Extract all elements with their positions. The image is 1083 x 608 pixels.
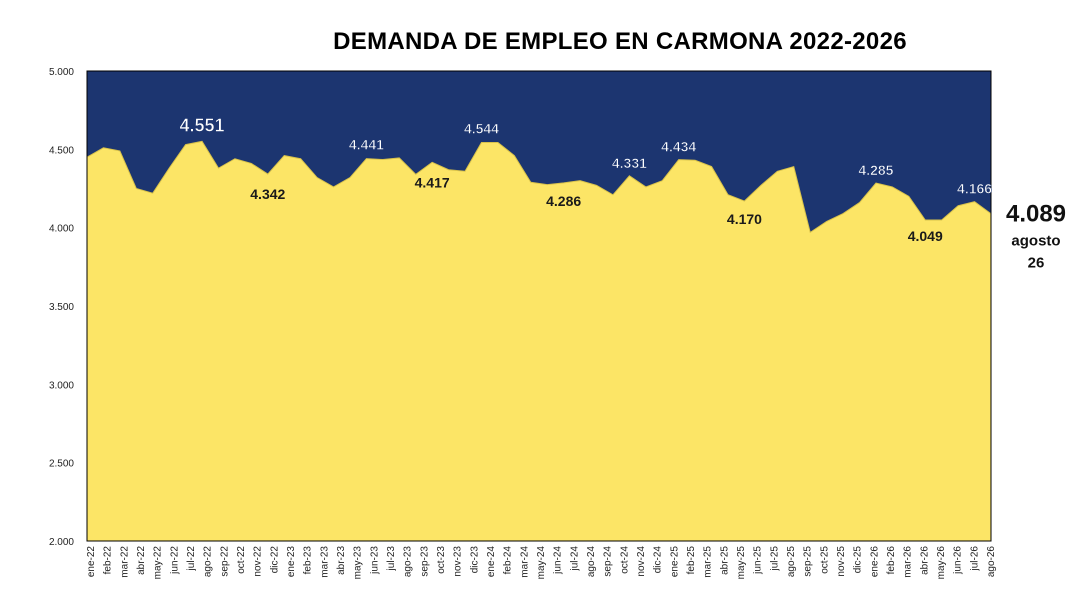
x-tick-label: abr-26 bbox=[919, 546, 930, 575]
x-tick-label: dic-22 bbox=[269, 546, 280, 574]
y-axis: 5.000 4.500 4.000 3.500 3.000 2.500 2.000 bbox=[49, 67, 74, 548]
data-label: 4.166 bbox=[957, 181, 992, 197]
x-tick-label: mar-26 bbox=[903, 546, 914, 578]
x-tick-label: ago-25 bbox=[786, 546, 797, 578]
y-tick-label: 3.500 bbox=[49, 302, 74, 313]
x-tick-label: nov-22 bbox=[253, 546, 264, 577]
x-tick-label: sep-25 bbox=[803, 546, 814, 577]
data-label: 4.331 bbox=[612, 155, 647, 171]
x-tick-label: may-25 bbox=[736, 546, 747, 580]
y-tick-label: 3.000 bbox=[49, 380, 74, 391]
x-tick-label: ene-23 bbox=[286, 546, 297, 578]
x-tick-label: ago-24 bbox=[586, 546, 597, 578]
x-tick-label: abr-25 bbox=[719, 546, 730, 575]
x-tick-label: ene-24 bbox=[486, 546, 497, 578]
x-tick-label: jun-26 bbox=[953, 546, 964, 575]
x-tick-label: oct-23 bbox=[436, 546, 447, 574]
x-tick-label: jun-22 bbox=[169, 546, 180, 575]
x-tick-label: sep-23 bbox=[419, 546, 430, 577]
x-tick-label: ene-22 bbox=[86, 546, 97, 578]
last-value-annotation: 4.089 agosto 26 bbox=[1006, 201, 1066, 272]
x-tick-label: abr-22 bbox=[136, 546, 147, 575]
x-tick-label: ago-22 bbox=[203, 546, 214, 578]
x-tick-label: mar-24 bbox=[519, 546, 530, 578]
x-tick-label: mar-23 bbox=[319, 546, 330, 578]
x-tick-label: nov-24 bbox=[636, 546, 647, 577]
x-tick-label: jul-26 bbox=[969, 546, 980, 572]
data-label: 4.417 bbox=[415, 174, 450, 190]
x-tick-label: jul-22 bbox=[186, 546, 197, 572]
data-label: 4.170 bbox=[727, 211, 762, 227]
data-label: 4.286 bbox=[546, 193, 581, 209]
x-tick-label: mar-25 bbox=[703, 546, 714, 578]
x-tick-label: oct-22 bbox=[236, 546, 247, 574]
x-tick-label: oct-24 bbox=[619, 546, 630, 574]
x-tick-label: mar-22 bbox=[119, 546, 130, 578]
x-tick-label: jul-23 bbox=[386, 546, 397, 572]
data-label: 4.551 bbox=[180, 115, 225, 135]
x-tick-label: feb-25 bbox=[686, 546, 697, 575]
x-tick-label: jun-24 bbox=[553, 546, 564, 575]
y-tick-label: 2.500 bbox=[49, 459, 74, 470]
x-tick-label: may-23 bbox=[353, 546, 364, 580]
y-tick-label: 4.000 bbox=[49, 224, 74, 235]
y-tick-label: 2.000 bbox=[49, 537, 74, 548]
area-fill bbox=[87, 141, 991, 541]
data-label: 4.049 bbox=[908, 228, 943, 244]
data-label: 4.434 bbox=[661, 139, 696, 155]
x-tick-label: oct-25 bbox=[819, 546, 830, 574]
data-label: 4.342 bbox=[250, 186, 285, 202]
x-tick-label: may-22 bbox=[153, 546, 164, 580]
y-tick-label: 4.500 bbox=[49, 145, 74, 156]
x-tick-label: sep-22 bbox=[219, 546, 230, 577]
data-labels: 4.551 4.342 4.441 4.417 4.544 4.286 4.331 4.434… bbox=[179, 115, 992, 244]
x-tick-label: jun-25 bbox=[753, 546, 764, 575]
last-year-label: 26 bbox=[1028, 255, 1045, 272]
x-tick-label: ene-25 bbox=[669, 546, 680, 578]
x-tick-label: dic-24 bbox=[653, 546, 664, 574]
x-tick-label: jul-24 bbox=[569, 546, 580, 572]
x-tick-label: ago-26 bbox=[986, 546, 997, 578]
x-tick-label: dic-23 bbox=[469, 546, 480, 574]
chart-title: DEMANDA DE EMPLEO EN CARMONA 2022-2026 bbox=[333, 28, 907, 55]
x-tick-label: jul-25 bbox=[769, 546, 780, 572]
x-tick-label: jun-23 bbox=[369, 546, 380, 575]
data-label: 4.285 bbox=[858, 162, 893, 178]
data-label: 4.441 bbox=[349, 137, 384, 153]
area-outline bbox=[86, 140, 992, 234]
data-label: 4.544 bbox=[464, 120, 499, 136]
x-tick-label: may-26 bbox=[936, 546, 947, 580]
x-axis: ene-22 feb-22 mar-22 abr-22 may-22 jun-22 jul-… bbox=[86, 546, 997, 580]
x-tick-label: feb-23 bbox=[303, 546, 314, 575]
x-tick-label: may-24 bbox=[536, 546, 547, 580]
x-tick-label: feb-26 bbox=[886, 546, 897, 575]
x-tick-label: dic-25 bbox=[853, 546, 864, 574]
plot-border bbox=[86, 70, 992, 542]
x-tick-label: ago-23 bbox=[403, 546, 414, 578]
x-tick-label: feb-24 bbox=[503, 546, 514, 575]
x-tick-label: abr-23 bbox=[336, 546, 347, 575]
last-month-label: agosto bbox=[1011, 233, 1060, 250]
y-tick-label: 5.000 bbox=[49, 67, 74, 78]
x-tick-label: ene-26 bbox=[869, 546, 880, 578]
last-value-label: 4.089 bbox=[1006, 201, 1066, 228]
x-tick-label: sep-24 bbox=[603, 546, 614, 577]
x-tick-label: nov-23 bbox=[453, 546, 464, 577]
x-tick-label: nov-25 bbox=[836, 546, 847, 577]
x-tick-label: feb-22 bbox=[103, 546, 114, 575]
